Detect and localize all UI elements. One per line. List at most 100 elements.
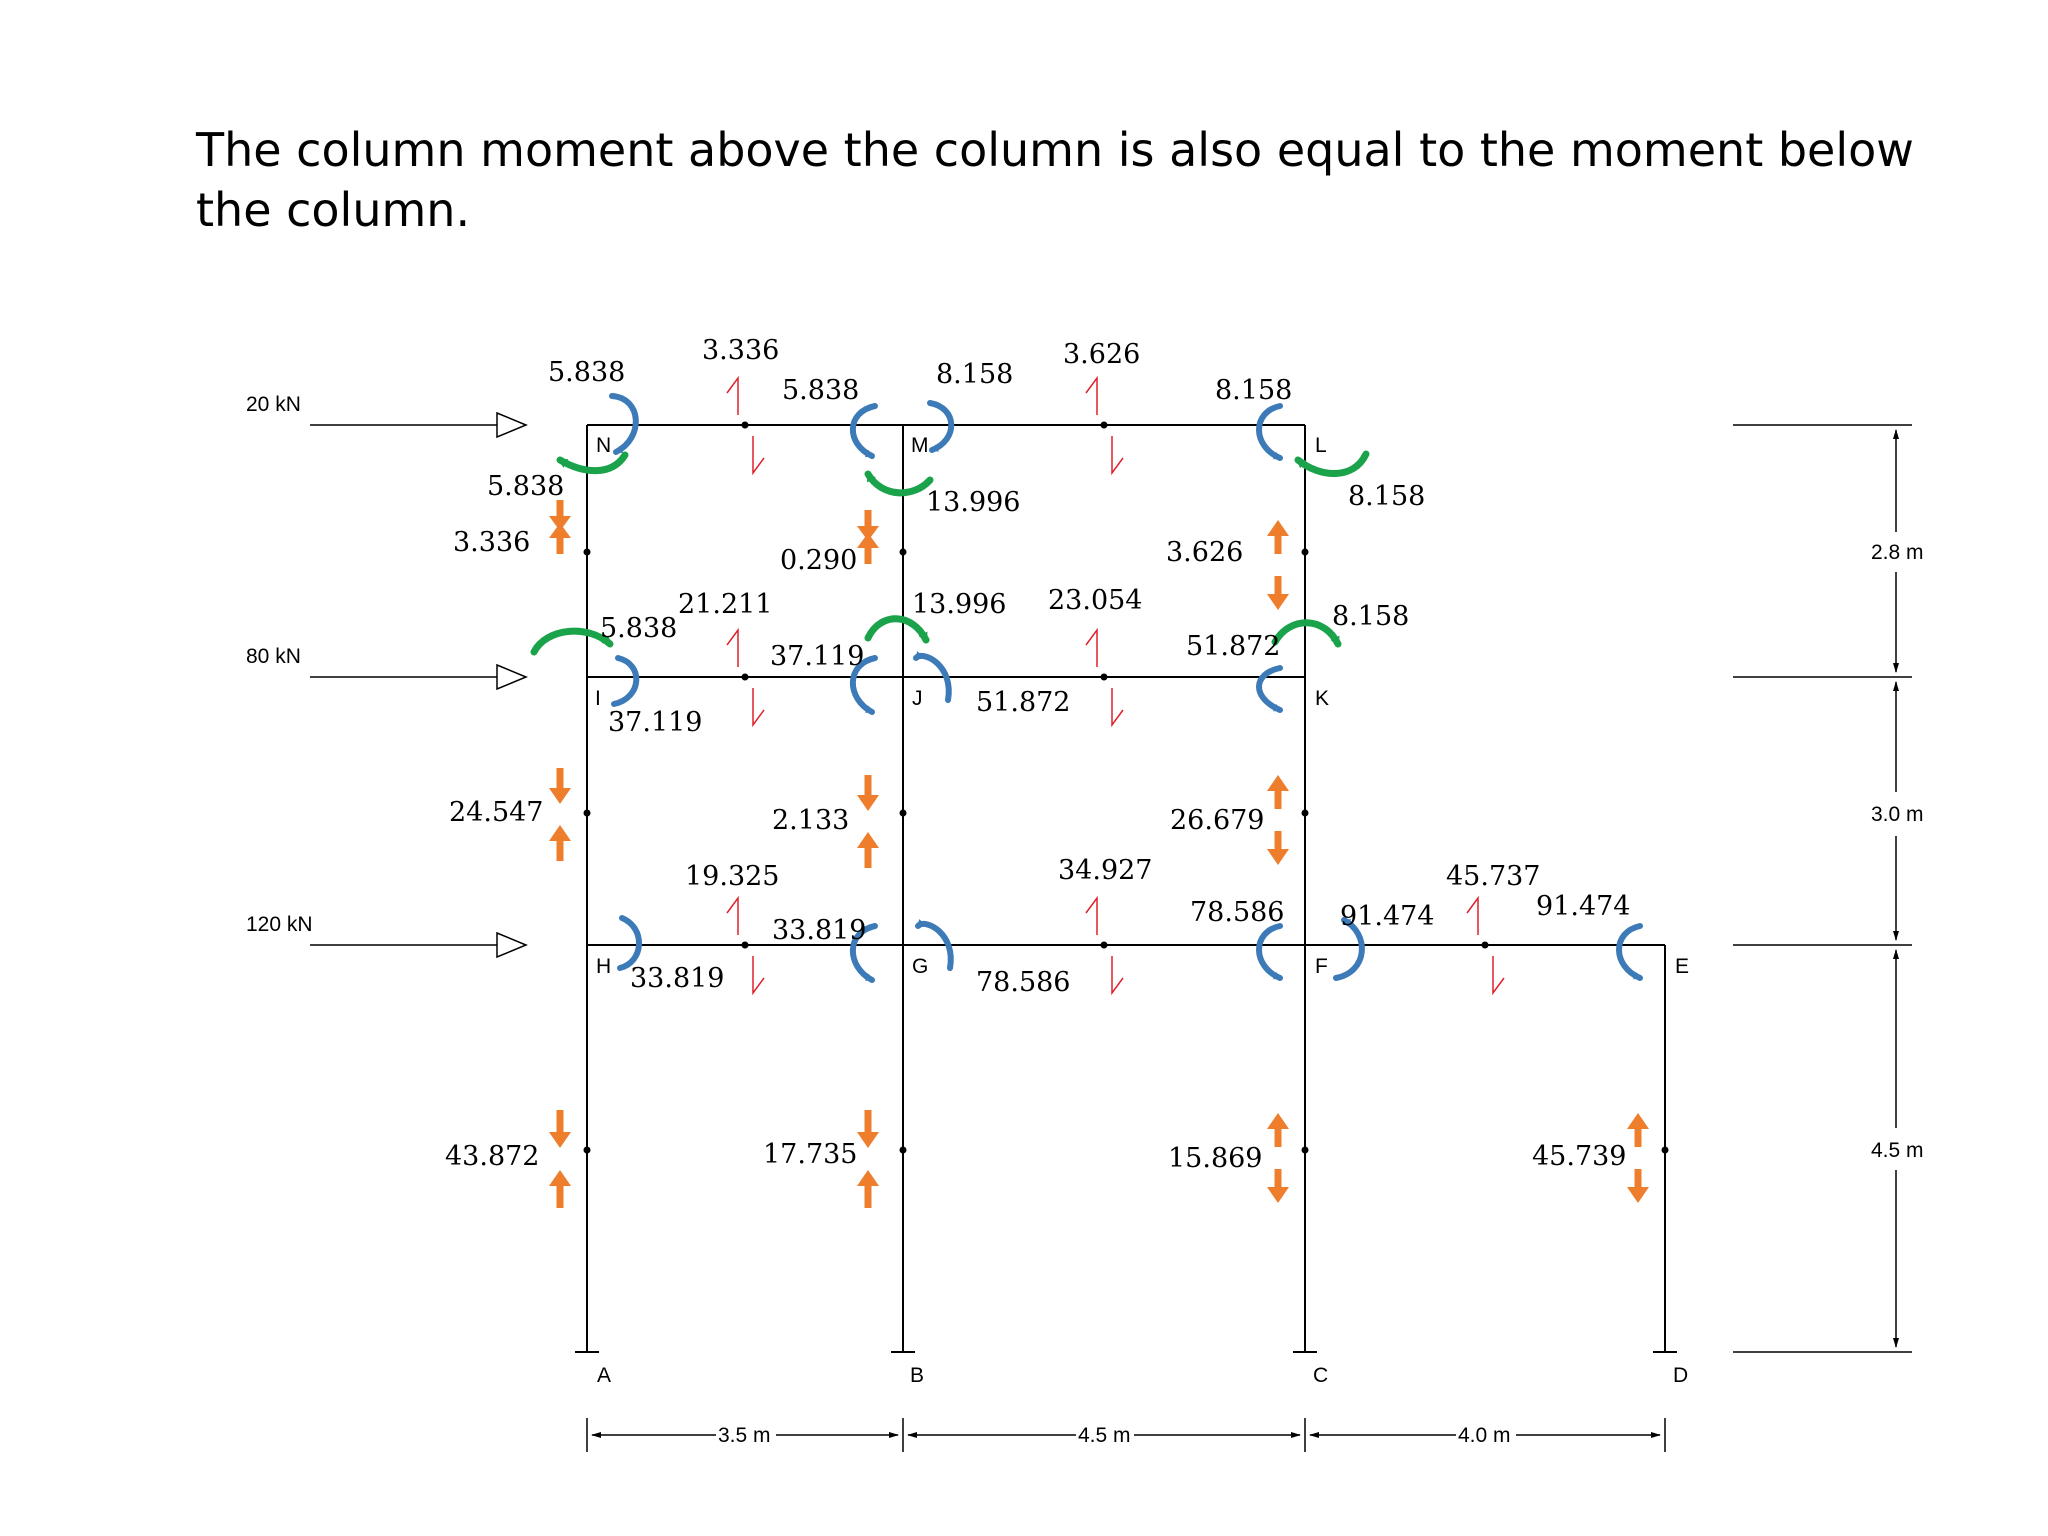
value-f-left: 78.586 — [1190, 897, 1284, 928]
value-j-left: 37.119 — [770, 641, 864, 672]
node-label-f: F — [1315, 955, 1328, 978]
axial-arrow-c-bottom — [1267, 1113, 1289, 1203]
value-col-cl-mid: 26.679 — [1170, 805, 1264, 836]
shear-arrows — [726, 375, 1505, 996]
load-label-mid: 80 kN — [246, 645, 301, 668]
node-label-c: C — [1313, 1364, 1328, 1387]
shear-arrow-fe — [1466, 895, 1505, 996]
horizontal-dimensions — [586, 1418, 1666, 1452]
moment-arrow-g-right — [915, 918, 954, 971]
value-ml-shear: 3.626 — [1063, 339, 1140, 370]
axial-arrow-bm-top — [857, 510, 879, 564]
value-col-cl-top: 3.626 — [1166, 537, 1243, 568]
moment-arrow-m-right — [927, 400, 955, 453]
value-j-left-top: 13.996 — [912, 589, 1006, 620]
slide-title: The column moment above the column is al… — [196, 123, 1914, 237]
moment-arrows-blue — [609, 393, 1643, 983]
value-col-bm-mid: 2.133 — [772, 805, 849, 836]
shear-arrow-gf — [1085, 895, 1124, 996]
value-m-below: 13.996 — [926, 487, 1020, 518]
moment-arrow-l-green — [1294, 450, 1370, 477]
dim-story-mid: 3.0 m — [1871, 803, 1924, 826]
value-col-bm-top: 0.290 — [780, 545, 857, 576]
value-nm-shear: 3.336 — [702, 335, 779, 366]
moment-arrow-k-green — [1271, 619, 1342, 648]
node-labels: N M L I J K H G F E A B C D — [595, 434, 1689, 1387]
value-g-right: 78.586 — [976, 967, 1070, 998]
shear-arrow-ij — [726, 627, 765, 728]
value-l-right: 8.158 — [1348, 481, 1425, 512]
value-col-an-top: 3.336 — [453, 527, 530, 558]
vertical-dimensions — [1733, 424, 1912, 1353]
axial-arrow-b-bottom — [857, 1110, 879, 1208]
shear-arrow-ml — [1085, 375, 1124, 476]
value-col-b-bottom: 17.735 — [763, 1139, 857, 1170]
load-arrow-top — [496, 411, 528, 439]
shear-arrow-hg — [726, 895, 765, 996]
moment-arrow-i-green — [530, 627, 614, 656]
axial-arrow-d-bottom — [1627, 1113, 1649, 1203]
load-label-bottom: 120 kN — [246, 913, 313, 936]
moment-arrow-j-right — [913, 650, 952, 703]
dim-span-cd: 4.0 m — [1458, 1424, 1511, 1447]
value-k-left: 51.872 — [1186, 631, 1280, 662]
value-l-top: 8.158 — [1215, 375, 1292, 406]
axial-arrow-a-bottom — [549, 1110, 571, 1208]
node-label-e: E — [1675, 955, 1689, 978]
value-col-a-bottom: 43.872 — [445, 1141, 539, 1172]
axial-arrow-cl-top — [1267, 520, 1289, 610]
dim-story-bottom: 4.5 m — [1871, 1139, 1924, 1162]
axial-arrow-an-mid — [549, 768, 571, 861]
moment-arrow-n — [609, 393, 639, 455]
node-label-i: I — [595, 687, 601, 710]
shear-arrow-nm — [726, 375, 765, 476]
value-h-right: 33.819 — [630, 963, 724, 994]
value-m-left: 5.838 — [782, 375, 859, 406]
value-ij-shear: 21.211 — [678, 589, 772, 620]
dim-span-ab: 3.5 m — [718, 1424, 771, 1447]
node-label-j: J — [912, 687, 923, 710]
node-label-n: N — [596, 434, 611, 457]
load-label-top: 20 kN — [246, 393, 301, 416]
value-n-left: 5.838 — [487, 471, 564, 502]
moment-arrow-m-left — [849, 403, 878, 459]
moment-arrow-e — [1616, 923, 1643, 981]
moment-arrow-n-green — [556, 451, 629, 475]
value-hg-shear: 19.325 — [685, 861, 779, 892]
lateral-loads: 20 kN 80 kN 120 kN — [246, 393, 528, 959]
moment-arrow-l — [1256, 403, 1283, 461]
value-jk-shear: 23.054 — [1048, 585, 1142, 616]
value-i-below: 37.119 — [608, 707, 702, 738]
axial-arrow-cl-mid — [1267, 775, 1289, 865]
moment-arrow-j-left — [849, 655, 878, 715]
load-arrow-bottom — [496, 931, 528, 959]
axial-arrows — [549, 500, 1649, 1208]
node-label-m: M — [911, 434, 929, 457]
dim-story-top: 2.8 m — [1871, 541, 1924, 564]
moment-arrow-f-left — [1256, 923, 1283, 981]
moment-arrow-g-left — [849, 923, 878, 983]
node-label-k: K — [1315, 687, 1329, 710]
value-col-c-bottom: 15.869 — [1168, 1143, 1262, 1174]
value-g-left: 33.819 — [772, 915, 866, 946]
value-col-an-mid: 24.547 — [449, 797, 543, 828]
moment-arrow-i — [611, 655, 640, 707]
moment-arrow-m-green — [864, 470, 934, 497]
value-f-right: 91.474 — [1340, 901, 1434, 932]
node-label-g: G — [912, 955, 928, 978]
moment-arrow-f-right — [1333, 917, 1365, 981]
value-k-right: 8.158 — [1332, 601, 1409, 632]
value-j-right: 51.872 — [976, 687, 1070, 718]
value-col-d-bottom: 45.739 — [1532, 1141, 1626, 1172]
moment-arrow-j-green — [864, 615, 930, 644]
axial-arrow-bm-mid — [857, 775, 879, 868]
moment-arrow-k — [1256, 665, 1283, 713]
value-fe-shear: 45.737 — [1446, 861, 1540, 892]
value-e-left: 91.474 — [1536, 891, 1630, 922]
dim-span-bc: 4.5 m — [1078, 1424, 1131, 1447]
node-label-a: A — [597, 1364, 611, 1387]
value-labels: 5.838 3.336 5.838 8.158 3.626 8.158 5.83… — [445, 335, 1630, 1174]
moment-arrows-green — [530, 450, 1370, 656]
value-i-top: 5.838 — [600, 613, 677, 644]
